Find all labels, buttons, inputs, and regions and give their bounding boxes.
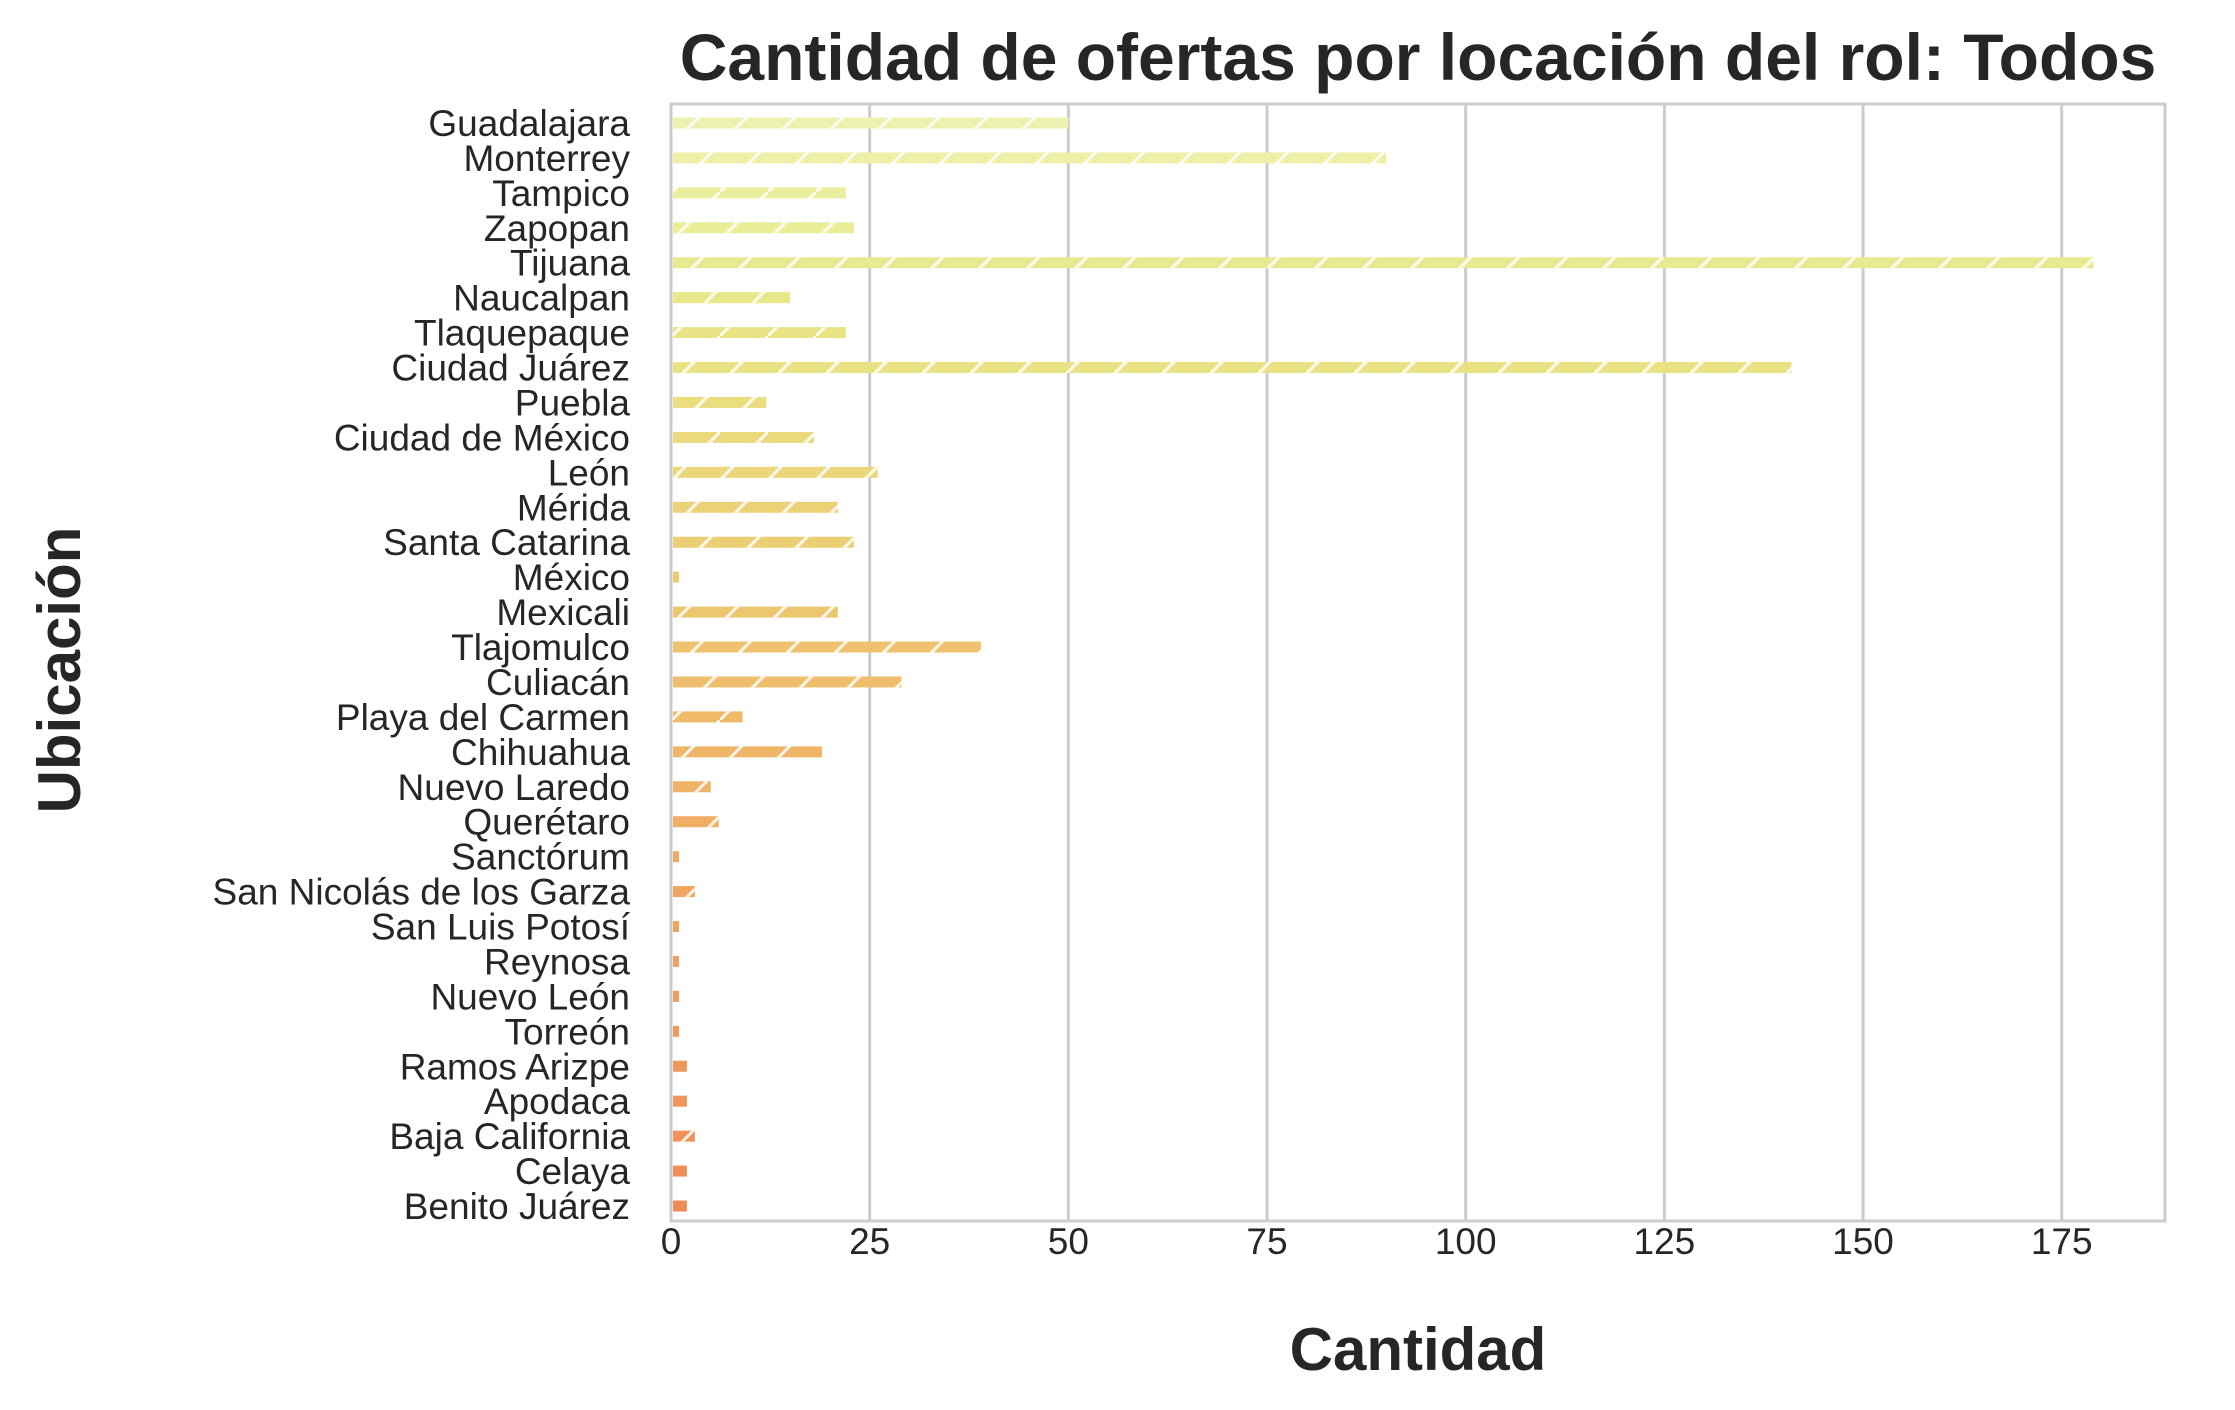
bar-hatch — [673, 781, 711, 793]
bar-hatch — [673, 117, 1069, 129]
y-tick-label: Tijuana — [510, 243, 630, 284]
y-tick-label: Ramos Arizpe — [400, 1046, 630, 1087]
bar — [673, 1200, 687, 1212]
bar-hatch — [673, 501, 838, 513]
y-tick-label: Tlajomulco — [451, 627, 630, 668]
y-tick-label: Mexicali — [496, 592, 630, 633]
bar — [673, 1025, 679, 1037]
y-tick-label: Naucalpan — [453, 278, 630, 319]
bar-hatch — [673, 396, 767, 408]
x-tick-label: 150 — [1832, 1221, 1894, 1262]
bar-hatch — [673, 746, 822, 758]
y-tick-label: Nuevo León — [430, 976, 630, 1017]
y-tick-label: Zapopan — [484, 208, 630, 249]
x-tick-label: 50 — [1048, 1221, 1089, 1262]
y-tick-label: Querétaro — [463, 802, 630, 843]
y-tick-label: Nuevo Laredo — [398, 767, 630, 808]
y-tick-label: Torreón — [505, 1011, 630, 1052]
y-tick-label: Ciudad de México — [334, 417, 630, 458]
x-tick-label: 125 — [1633, 1221, 1695, 1262]
bar-hatch — [673, 641, 981, 653]
bar — [673, 571, 679, 583]
x-tick-label: 175 — [2031, 1221, 2093, 1262]
y-tick-label: Mérida — [517, 487, 631, 528]
bar-hatch — [673, 431, 815, 443]
bar-hatch — [673, 327, 846, 339]
y-tick-label: Benito Juárez — [404, 1186, 630, 1227]
bar-hatch — [673, 536, 854, 548]
y-tick-label: México — [513, 557, 630, 598]
y-tick-label: Ciudad Juárez — [391, 348, 630, 389]
bar-hatch — [673, 152, 1387, 164]
bar — [673, 990, 679, 1002]
y-tick-label: Santa Catarina — [383, 522, 630, 563]
bar-hatch — [673, 257, 2094, 269]
y-tick-label: Sanctórum — [451, 837, 630, 878]
y-tick-label: Puebla — [515, 382, 631, 423]
y-tick-label: Celaya — [515, 1151, 631, 1192]
x-tick-label: 75 — [1246, 1221, 1287, 1262]
y-tick-label: San Luis Potosí — [371, 907, 631, 948]
bar-hatch — [673, 676, 902, 688]
y-tick-label: León — [548, 452, 630, 493]
x-tick-labels: 0 25 50 75 100 125 150 175 — [661, 1221, 2093, 1262]
bar — [673, 921, 679, 933]
y-axis-label: Ubicación — [26, 527, 93, 814]
y-tick-label: San Nicolás de los Garza — [213, 872, 631, 913]
bar-hatch — [673, 816, 719, 828]
bar-hatch — [673, 292, 791, 304]
y-tick-label: Culiacán — [486, 662, 630, 703]
bar — [673, 1095, 687, 1107]
bar — [673, 955, 679, 967]
bars — [673, 117, 2094, 1212]
bar-hatch — [673, 711, 743, 723]
y-tick-label: Tampico — [492, 173, 630, 214]
bar — [673, 1165, 687, 1177]
bar-hatch — [673, 1130, 695, 1142]
bar — [673, 1060, 687, 1072]
x-tick-label: 100 — [1435, 1221, 1497, 1262]
bar-hatch — [673, 187, 846, 199]
chart-title: Cantidad de ofertas por locación del rol… — [680, 20, 2157, 94]
y-tick-labels: GuadalajaraMonterreyTampicoZapopanTijuan… — [213, 103, 631, 1227]
y-tick-label: Apodaca — [484, 1081, 630, 1122]
plot-area-frame — [669, 102, 2167, 1223]
y-tick-label: Monterrey — [463, 138, 630, 179]
bar-hatch — [673, 222, 854, 234]
x-gridlines — [669, 104, 2064, 1221]
y-tick-label: Chihuahua — [451, 732, 630, 773]
y-tick-label: Playa del Carmen — [336, 697, 630, 738]
y-tick-label: Reynosa — [484, 941, 630, 982]
y-tick-label: Guadalajara — [428, 103, 630, 144]
x-tick-label: 25 — [849, 1221, 890, 1262]
x-tick-label: 0 — [661, 1221, 682, 1262]
bar-hatch — [673, 886, 695, 898]
y-tick-label: Tlaquepaque — [414, 313, 630, 354]
x-axis-label: Cantidad — [1290, 1316, 1547, 1383]
bar — [673, 851, 679, 863]
bar-hatch — [673, 362, 1792, 374]
y-tick-label: Baja California — [389, 1116, 630, 1157]
bar-hatch — [673, 466, 878, 478]
bar-hatch — [673, 606, 838, 618]
